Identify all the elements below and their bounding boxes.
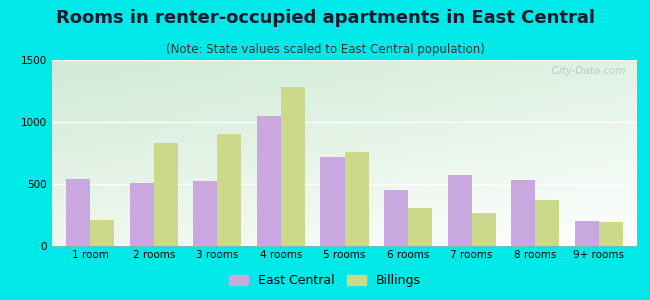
Bar: [154, 143, 178, 246]
Bar: [129, 183, 154, 246]
Bar: [281, 87, 305, 246]
Bar: [384, 190, 408, 246]
Bar: [90, 220, 114, 246]
Bar: [447, 175, 472, 246]
Text: City-Data.com: City-Data.com: [545, 66, 625, 76]
Bar: [575, 221, 599, 246]
Bar: [472, 212, 496, 246]
Legend: East Central, Billings: East Central, Billings: [226, 270, 424, 291]
Text: (Note: State values scaled to East Central population): (Note: State values scaled to East Centr…: [166, 44, 484, 56]
Bar: [217, 134, 242, 246]
Bar: [66, 179, 90, 246]
Bar: [193, 181, 217, 246]
Bar: [257, 116, 281, 246]
Bar: [408, 208, 432, 246]
Bar: [599, 222, 623, 246]
Bar: [344, 152, 369, 246]
Bar: [535, 200, 560, 246]
Text: Rooms in renter-occupied apartments in East Central: Rooms in renter-occupied apartments in E…: [55, 9, 595, 27]
Bar: [320, 157, 344, 246]
Bar: [511, 180, 535, 246]
